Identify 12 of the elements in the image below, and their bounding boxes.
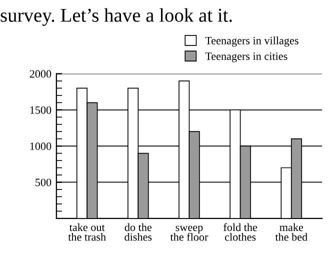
y-tick-label: 1500 [30,106,52,114]
chart-title: survey. Let’s have a look at it. [0,8,232,26]
legend-label: Teenagers in villages [205,36,298,47]
x-tick-label: sweep the floor [170,226,208,241]
x-tick-label: take out the trash [68,223,106,241]
x-tick-label: do the dishes [124,223,152,241]
y-tick-label: 500 [36,178,52,186]
y-tick-label: 1000 [30,142,52,150]
x-tick-label: make the bed [275,223,308,241]
x-tick-label: fold the clothes [224,223,258,241]
y-tick-label: 2000 [30,70,52,78]
legend-label: Teenagers in cities [205,52,288,62]
